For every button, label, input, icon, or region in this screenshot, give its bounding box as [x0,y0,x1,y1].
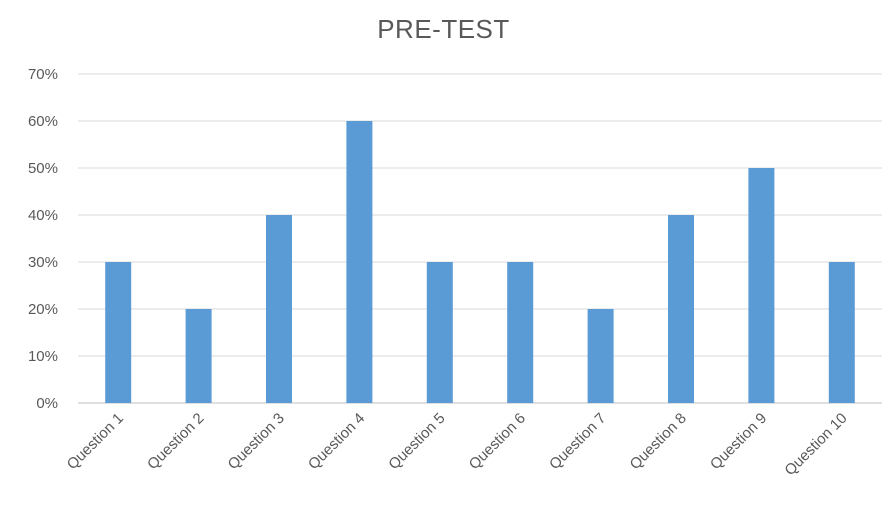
bar [668,215,694,403]
bar [185,309,212,403]
y-axis-ticks: 0% 10% 20% 30% 40% 50% 60% 70% [28,66,58,412]
x-tick-label: Question 2 [144,410,207,473]
x-tick-label: Question 1 [64,410,127,473]
bars [105,121,855,403]
bar [105,262,132,403]
x-tick-label: Question 4 [305,410,368,473]
y-tick-label: 70% [28,66,58,83]
x-tick-label: Question 5 [385,410,448,473]
y-tick-label: 30% [28,254,58,271]
x-tick-label: Question 3 [225,410,288,473]
bar [346,121,373,403]
y-tick-label: 60% [28,113,58,130]
x-tick-label: Question 7 [546,410,609,473]
bar [507,262,534,403]
x-tick-label: Question 10 [781,410,850,479]
bar [426,262,453,403]
x-tick-label: Question 8 [627,410,690,473]
y-tick-label: 10% [28,348,58,365]
gridlines [78,73,882,404]
y-tick-label: 50% [28,160,58,177]
x-tick-label: Question 6 [466,410,529,473]
chart-title: PRE-TEST [377,14,510,44]
x-tick-label: Question 9 [707,410,770,473]
bar [748,168,775,403]
x-axis-ticks: Question 1 Question 2 Question 3 Question 4… [64,410,851,479]
bar [828,262,855,403]
y-tick-label: 20% [28,301,58,318]
y-tick-label: 40% [28,207,58,224]
bar [587,309,614,403]
bar [266,215,292,403]
y-tick-label: 0% [36,395,58,412]
